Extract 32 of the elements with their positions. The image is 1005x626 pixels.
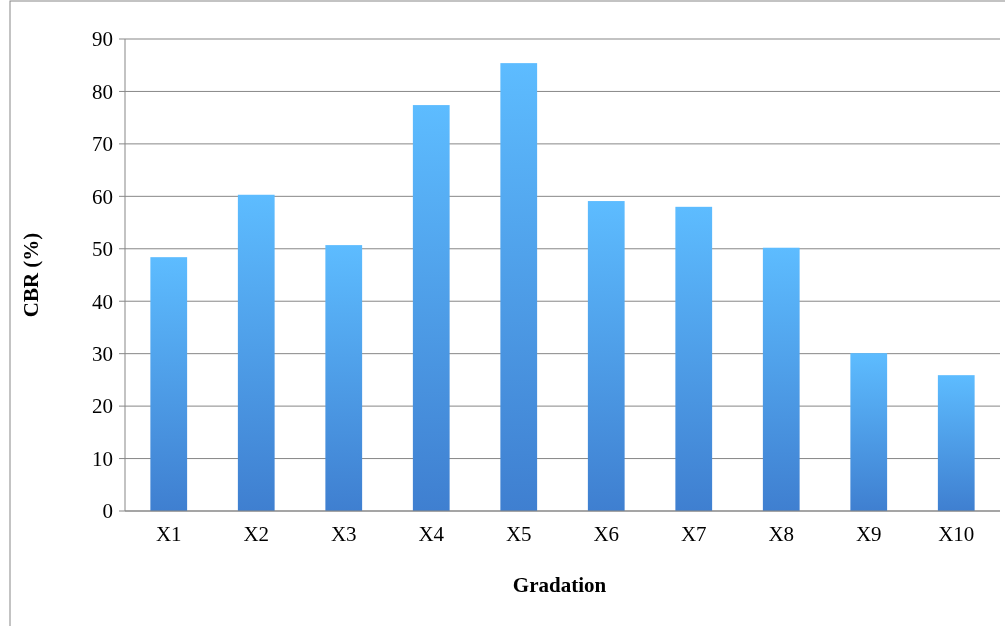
- x-tick-label: X1: [155, 522, 182, 546]
- y-tick-label: 50: [92, 237, 113, 262]
- bar: [150, 257, 188, 511]
- x-tick-label: X9: [855, 522, 882, 546]
- y-tick-label: 60: [92, 184, 113, 209]
- y-tick-label: 80: [92, 79, 113, 104]
- y-tick-label: 30: [92, 342, 113, 367]
- y-tick-label: 10: [92, 446, 113, 471]
- bar: [500, 63, 538, 511]
- bar: [850, 353, 888, 511]
- bar: [762, 247, 800, 511]
- y-tick-label: 40: [92, 289, 113, 314]
- y-tick-label: 90: [92, 27, 113, 52]
- x-tick-label: X10: [938, 522, 975, 546]
- x-tick-label: X3: [330, 522, 357, 546]
- y-tick-label: 20: [92, 394, 113, 419]
- bar: [237, 194, 275, 511]
- x-axis-title: Gradation: [512, 573, 607, 597]
- bar: [325, 245, 363, 511]
- x-tick-label: X2: [243, 522, 270, 546]
- bar: [937, 375, 975, 511]
- y-axis-title: CBR (%): [19, 232, 43, 318]
- x-tick-label: X5: [505, 522, 532, 546]
- bar: [412, 105, 450, 511]
- y-tick-label: 70: [92, 132, 113, 157]
- x-tick-label: X8: [768, 522, 795, 546]
- x-tick-label: X4: [418, 522, 445, 546]
- x-tick-label: X6: [593, 522, 620, 546]
- x-tick-label: X7: [680, 522, 707, 546]
- bar: [587, 201, 625, 511]
- bar: [675, 206, 713, 511]
- y-tick-label: 0: [102, 499, 113, 524]
